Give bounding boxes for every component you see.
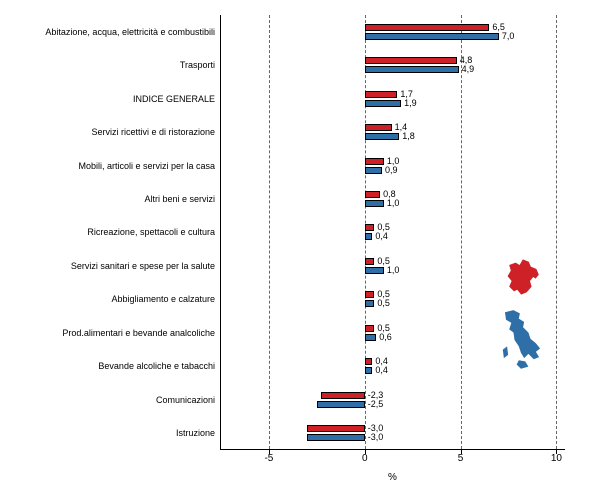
category-row: Ricreazione, spettacoli e cultura0,50,4 [221, 216, 565, 249]
category-label: Abitazione, acqua, elettricità e combust… [45, 27, 215, 37]
category-label: Altri beni e servizi [144, 194, 215, 204]
value-label: 7,0 [502, 31, 515, 41]
bar-series-b [317, 401, 365, 408]
value-label: 1,0 [387, 265, 400, 275]
category-label: Comunicazioni [156, 395, 215, 405]
bar-series-a [307, 425, 365, 432]
category-label: Prod.alimentari e bevande analcoliche [62, 328, 215, 338]
legend-icon-italia [492, 308, 552, 372]
bar-series-b [365, 300, 375, 307]
value-label: 1,0 [387, 198, 400, 208]
category-row: Comunicazioni-2,3-2,5 [221, 383, 565, 416]
category-row: Servizi ricettivi e di ristorazione1,41,… [221, 115, 565, 148]
category-row: Mobili, articoli e servizi per la casa1,… [221, 149, 565, 182]
bar-series-b [365, 267, 384, 274]
bar-series-b [365, 167, 382, 174]
plot-area: -50510Abitazione, acqua, elettricità e c… [220, 15, 565, 450]
bar-series-a [365, 291, 375, 298]
bar-series-b [365, 233, 373, 240]
bar-series-b [365, 334, 377, 341]
bar-series-a [365, 224, 375, 231]
bar-series-a [365, 191, 380, 198]
category-label: Servizi sanitari e spese per la salute [71, 261, 215, 271]
bar-series-a [365, 258, 375, 265]
bar-series-a [365, 158, 384, 165]
bar-series-b [365, 367, 373, 374]
x-tick-label: 10 [551, 453, 562, 464]
category-label: Mobili, articoli e servizi per la casa [78, 161, 215, 171]
bar-series-b [365, 133, 400, 140]
value-label: 0,9 [385, 165, 398, 175]
bar-series-a [365, 57, 457, 64]
value-label: 1,9 [404, 98, 417, 108]
bar-series-a [365, 24, 490, 31]
bar-series-a [365, 325, 375, 332]
category-row: Istruzione-3,0-3,0 [221, 417, 565, 450]
category-label: Abbigliamento e calzature [111, 294, 215, 304]
category-label: Istruzione [176, 428, 215, 438]
value-label: 4,9 [462, 64, 475, 74]
category-row: Abitazione, acqua, elettricità e combust… [221, 15, 565, 48]
category-row: Altri beni e servizi0,81,0 [221, 182, 565, 215]
legend-icon-toscana [498, 257, 546, 297]
x-tick-label: -5 [264, 453, 273, 464]
x-axis-label: % [388, 472, 397, 483]
category-label: INDICE GENERALE [133, 94, 215, 104]
category-row: Trasporti4,84,9 [221, 48, 565, 81]
x-tick-label: 0 [362, 453, 368, 464]
bar-series-b [365, 200, 384, 207]
x-tick-label: 5 [458, 453, 464, 464]
value-label: 1,8 [402, 131, 415, 141]
category-label: Servizi ricettivi e di ristorazione [91, 127, 215, 137]
bar-series-a [365, 358, 373, 365]
bar-series-b [307, 434, 365, 441]
category-row: INDICE GENERALE1,71,9 [221, 82, 565, 115]
value-label: -3,0 [368, 432, 384, 442]
value-label: 0,4 [375, 365, 388, 375]
category-label: Trasporti [180, 60, 215, 70]
bar-series-b [365, 100, 401, 107]
bar-series-a [365, 91, 398, 98]
bar-series-a [365, 124, 392, 131]
category-label: Ricreazione, spettacoli e cultura [87, 227, 215, 237]
value-label: -2,5 [368, 399, 384, 409]
bar-series-a [321, 392, 365, 399]
bar-series-b [365, 66, 459, 73]
value-label: 0,5 [377, 298, 390, 308]
chart-container: -5 0 5 10 Abitazione, acqua, elettricità e c… [0, 0, 600, 500]
value-label: 0,6 [379, 332, 392, 342]
value-label: 0,4 [375, 231, 388, 241]
bar-series-b [365, 33, 499, 40]
category-label: Bevande alcoliche e tabacchi [98, 361, 215, 371]
